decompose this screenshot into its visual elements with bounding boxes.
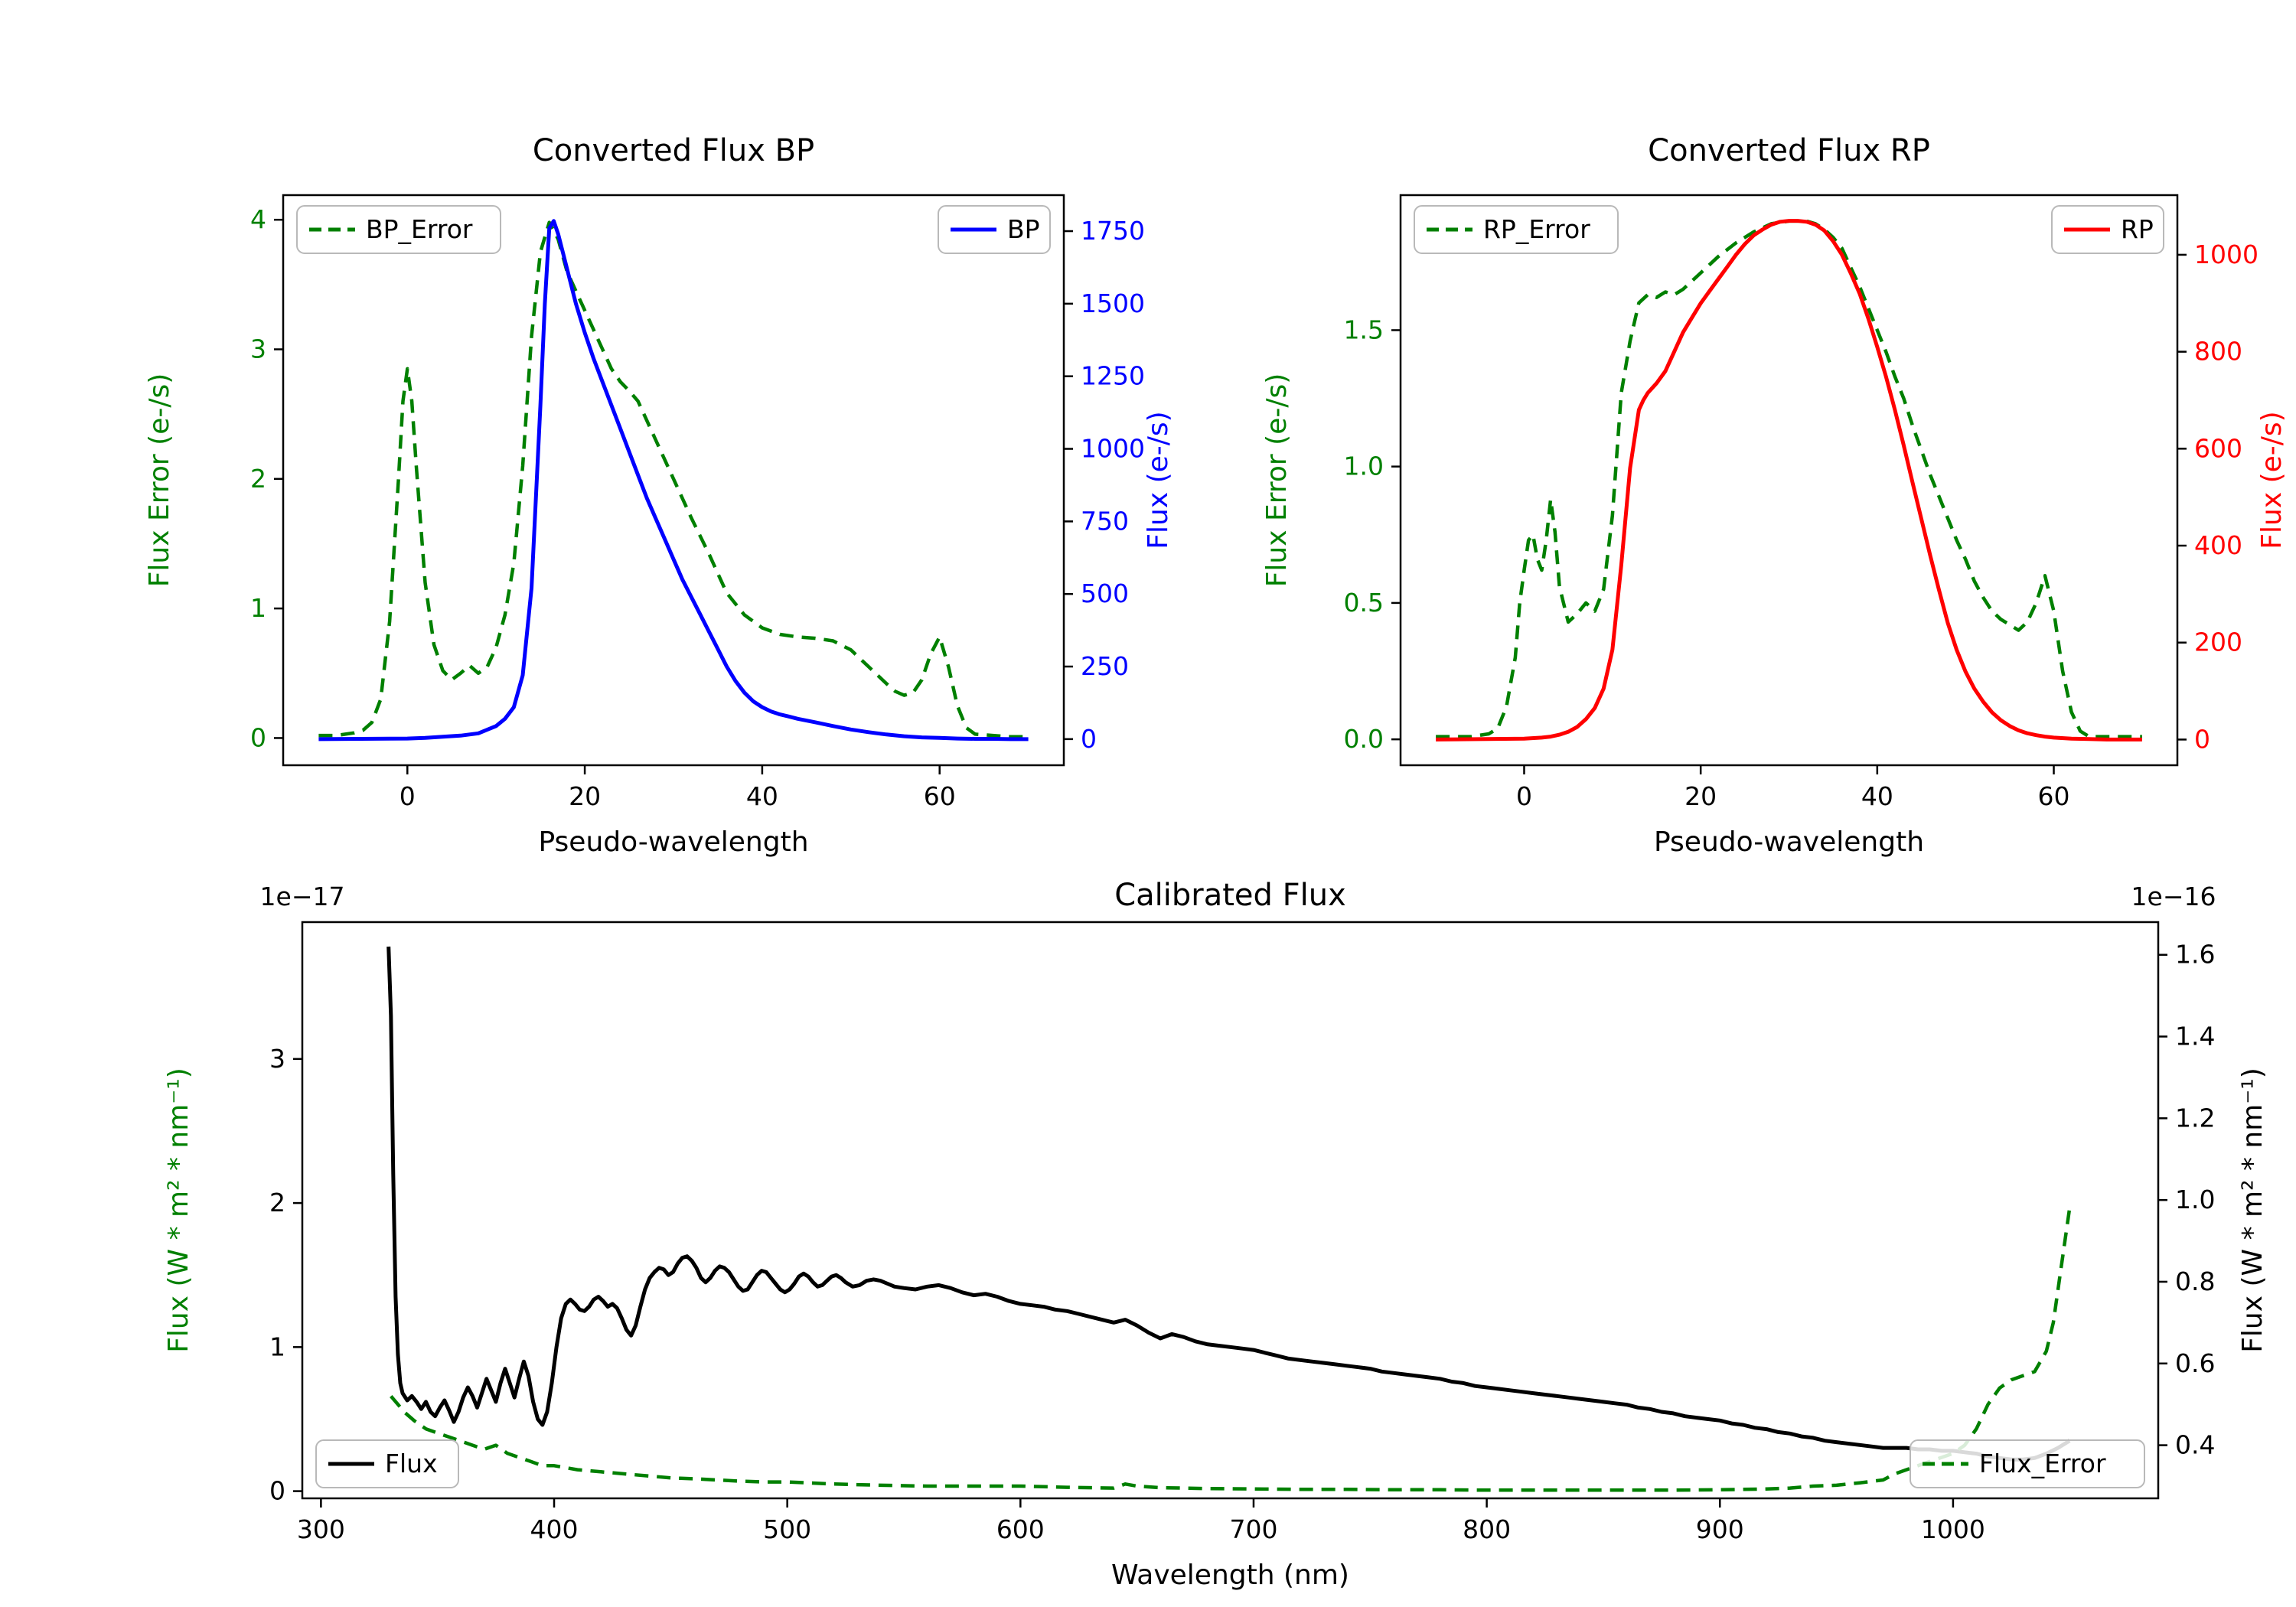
legend-flux: Flux: [315, 1439, 459, 1488]
right-tick-label: 1.0: [2175, 1185, 2215, 1214]
legend-rp: RP: [2051, 205, 2164, 254]
plot-area: [318, 219, 1029, 742]
left-tick-label: 0: [250, 722, 266, 752]
left-tick-label: 1.0: [1344, 451, 1384, 481]
left-axis-label: Flux (W * m² * nm⁻¹): [163, 1068, 194, 1353]
right-tick-label: 1500: [1081, 288, 1145, 318]
axes-spines: [301, 921, 2160, 1500]
right-tick-label: 800: [2194, 337, 2242, 367]
right-tick-label: 250: [1081, 651, 1129, 681]
legend-label: BP_Error: [366, 214, 473, 244]
x-tick-label: 60: [924, 781, 956, 811]
series-flux: [386, 946, 2071, 1462]
x-tick-label: 20: [1684, 781, 1717, 811]
legend-label: RP: [2121, 214, 2154, 244]
right-tick-label: 0.6: [2175, 1348, 2215, 1378]
x-tick-label: 700: [1229, 1514, 1277, 1544]
right-tick-label: 500: [1081, 579, 1129, 608]
left-axis-offset: 1e−17: [260, 882, 345, 911]
chart-title: Calibrated Flux: [1114, 878, 1346, 913]
chart-title: Converted Flux RP: [1648, 133, 1930, 168]
right-tick-label: 1000: [2194, 240, 2258, 269]
right-tick-label: 0.4: [2175, 1430, 2215, 1460]
left-tick-label: 1: [250, 593, 266, 623]
x-tick-label: 800: [1463, 1514, 1511, 1544]
axes-spines: [1399, 194, 2179, 767]
series-rp: [1436, 219, 2142, 742]
right-tick-label: 1.6: [2175, 940, 2215, 970]
left-tick-label: 3: [269, 1044, 285, 1074]
axes-spines: [282, 194, 1065, 767]
right-tick-label: 0: [1081, 724, 1097, 754]
right-tick-label: 0: [2194, 724, 2210, 754]
x-tick-label: 60: [2038, 781, 2070, 811]
right-axis-label: Flux (e-/s): [2256, 411, 2288, 549]
right-tick-label: 400: [2194, 530, 2242, 560]
left-tick-label: 0.5: [1344, 588, 1384, 618]
x-tick-label: 0: [400, 781, 416, 811]
right-tick-label: 1250: [1081, 361, 1145, 391]
x-tick-label: 400: [530, 1514, 579, 1544]
right-axis-label: Flux (e-/s): [1143, 411, 1174, 549]
left-tick-label: 1.5: [1344, 315, 1384, 344]
x-tick-label: 20: [569, 781, 601, 811]
x-tick-label: 600: [996, 1514, 1045, 1544]
left-tick-label: 3: [250, 334, 266, 363]
x-axis-label: Wavelength (nm): [1111, 1560, 1349, 1591]
x-tick-label: 500: [763, 1514, 811, 1544]
left-axis-label: Flux Error (e-/s): [1261, 373, 1293, 588]
legend-rp_error: RP_Error: [1414, 205, 1619, 254]
x-tick-label: 900: [1696, 1514, 1744, 1544]
left-tick-label: 0.0: [1344, 724, 1384, 754]
series-rp_error: [1436, 219, 2142, 738]
plot-area: [1436, 219, 2142, 742]
series-flux_error: [390, 1208, 2072, 1492]
chart-calibrated-flux: 300 400 500 600 700 800 900 1000 0 1 2 3 0.4 0.6 0.8 1.…: [163, 878, 2268, 1591]
x-tick-label: 40: [1861, 781, 1893, 811]
right-tick-label: 1.2: [2175, 1103, 2215, 1133]
chart-converted-flux-bp: 0 20 40 600123402505007501000125015001750Co…: [144, 133, 1174, 858]
x-axis-label: Pseudo-wavelength: [1654, 826, 1924, 858]
legend-label: Flux: [385, 1449, 438, 1478]
x-tick-label: 0: [1516, 781, 1532, 811]
legend-label: Flux_Error: [1979, 1449, 2106, 1478]
series-bp: [318, 219, 1029, 742]
right-tick-label: 750: [1081, 506, 1129, 536]
right-axis-offset: 1e−16: [2131, 882, 2216, 911]
right-tick-label: 600: [2194, 433, 2242, 463]
legend-flux_error: Flux_Error: [1910, 1439, 2145, 1488]
legend-bp: BP: [938, 205, 1051, 254]
left-axis-label: Flux Error (e-/s): [144, 373, 175, 588]
right-tick-label: 0.8: [2175, 1266, 2215, 1296]
left-tick-label: 0: [269, 1476, 285, 1506]
legend-label: RP_Error: [1483, 214, 1590, 244]
x-tick-label: 300: [297, 1514, 345, 1544]
x-axis-label: Pseudo-wavelength: [538, 826, 808, 858]
legend-bp_error: BP_Error: [296, 205, 501, 254]
right-tick-label: 1750: [1081, 216, 1145, 246]
left-tick-label: 1: [269, 1332, 285, 1361]
plot-area: [386, 946, 2072, 1492]
right-tick-label: 1000: [1081, 434, 1145, 464]
chart-title: Converted Flux BP: [533, 133, 814, 168]
chart-converted-flux-rp: 0 20 40 60 0.0 0.5 1.0 1.5 0 200 400 600 800 1000 Conv…: [1261, 133, 2288, 858]
x-tick-label: 40: [746, 781, 778, 811]
right-axis-label: Flux (W * m² * nm⁻¹): [2237, 1068, 2268, 1353]
series-bp_error: [318, 220, 1029, 739]
left-tick-label: 2: [250, 464, 266, 494]
right-tick-label: 1.4: [2175, 1022, 2215, 1051]
left-tick-label: 2: [269, 1188, 285, 1217]
left-tick-label: 4: [250, 204, 266, 234]
legend-label: BP: [1007, 214, 1040, 244]
x-tick-label: 1000: [1921, 1514, 1985, 1544]
right-tick-label: 200: [2194, 627, 2242, 657]
